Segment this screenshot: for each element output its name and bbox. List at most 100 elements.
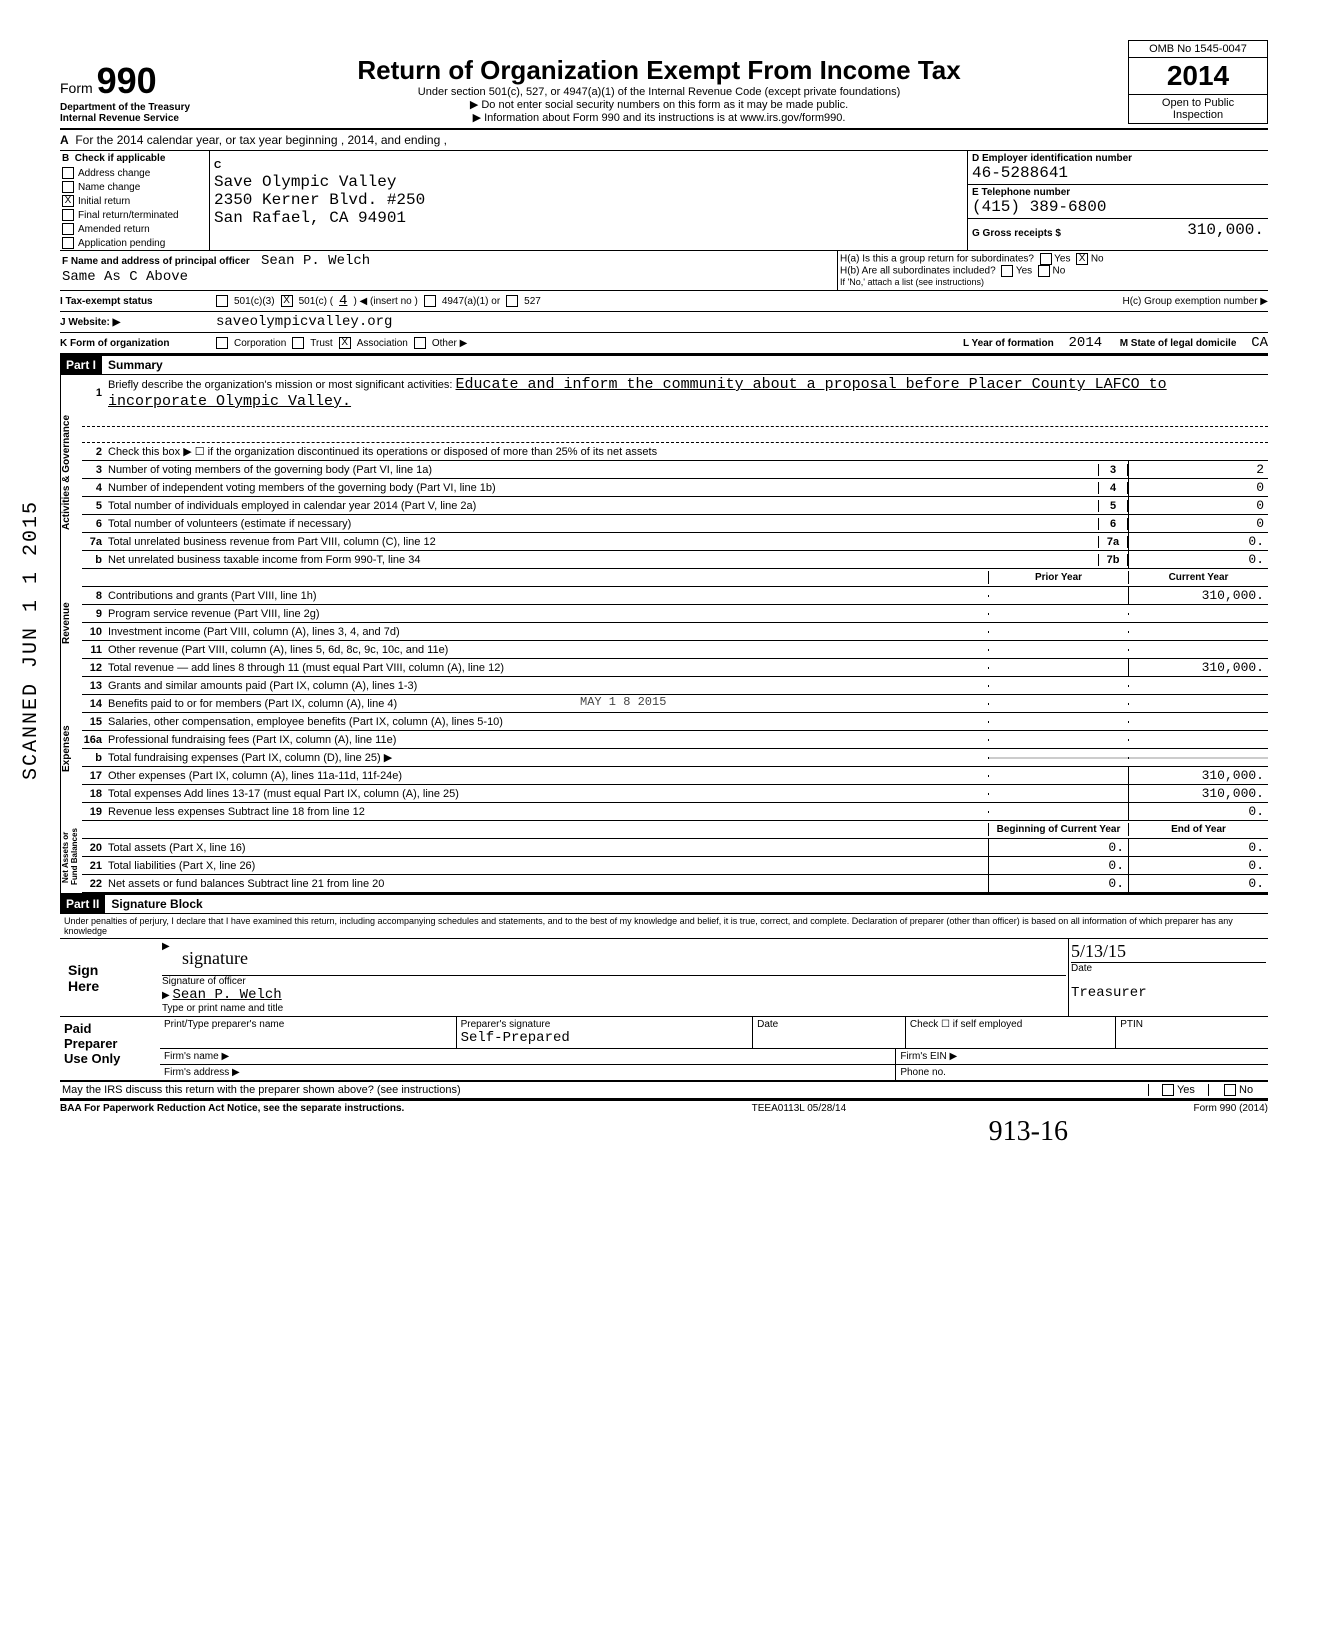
discuss-yes-checkbox[interactable]: [1162, 1084, 1174, 1096]
sidebar-governance: Activities & Governance: [60, 375, 82, 569]
corp-checkbox[interactable]: [216, 337, 228, 349]
ha-no-checkbox[interactable]: X: [1076, 253, 1088, 265]
line-8-text: Contributions and grants (Part VIII, lin…: [106, 589, 988, 603]
cb-final-return-terminated[interactable]: [62, 209, 74, 221]
state-domicile: CA: [1251, 335, 1268, 351]
other-checkbox[interactable]: [414, 337, 426, 349]
row-a: A For the 2014 calendar year, or tax yea…: [60, 130, 1268, 151]
line-9-text: Program service revenue (Part VIII, line…: [106, 607, 988, 621]
signer-name: Sean P. Welch: [172, 987, 281, 1003]
firm-addr-row: Firm's address ▶: [160, 1065, 896, 1080]
row-f-h: F Name and address of principal officer …: [60, 251, 1268, 291]
line-18-prior: [988, 793, 1128, 795]
sidebar-expenses: Expenses: [60, 677, 82, 821]
line-b-text: Net unrelated business taxable income fr…: [106, 553, 1098, 567]
line-b-value: 0.: [1128, 551, 1268, 568]
sign-here-label: Sign Here: [60, 939, 160, 1016]
prep-col-name: Print/Type preparer's name: [160, 1017, 457, 1048]
cb-application-pending[interactable]: [62, 237, 74, 249]
line-20-text: Total assets (Part X, line 16): [106, 841, 988, 855]
line-16a-prior: [988, 739, 1128, 741]
handwritten-code: 913-16: [989, 1116, 1068, 1147]
right-info-column: D Employer identification number 46-5288…: [968, 151, 1268, 250]
discuss-no-checkbox[interactable]: [1224, 1084, 1236, 1096]
hb-no-checkbox[interactable]: [1038, 265, 1050, 277]
org-addr2: San Rafael, CA 94901: [214, 209, 406, 227]
phone-row: Phone no.: [896, 1065, 1268, 1080]
sidebar-revenue: Revenue: [60, 569, 82, 677]
cb-address-change[interactable]: [62, 167, 74, 179]
line-5-value: 0: [1128, 497, 1268, 514]
line-15-prior: [988, 721, 1128, 723]
form-number: Form 990: [60, 60, 190, 102]
cb-name-change[interactable]: [62, 181, 74, 193]
dept-line: Department of the Treasury Internal Reve…: [60, 102, 190, 124]
website-value: saveolympicvalley.org: [216, 314, 392, 330]
line-22-prior: 0.: [988, 875, 1128, 892]
footer-code: TEEA0113L 05/28/14: [752, 1103, 847, 1114]
line-3-text: Number of voting members of the governin…: [106, 463, 1098, 477]
footer-form: Form 990 (2014): [1194, 1103, 1268, 1114]
assoc-checkbox[interactable]: X: [339, 337, 351, 349]
line-8-current: 310,000.: [1128, 587, 1268, 604]
line-11-text: Other revenue (Part VIII, column (A), li…: [106, 643, 988, 657]
cb-amended-return[interactable]: [62, 223, 74, 235]
officer-name: Sean P. Welch: [261, 253, 370, 269]
line-b-prior: [988, 757, 1128, 759]
form-note2: ▶ Information about Form 990 and its ins…: [210, 111, 1108, 124]
line-3-value: 2: [1128, 461, 1268, 478]
line-19-current: 0.: [1128, 803, 1268, 820]
line-7a-value: 0.: [1128, 533, 1268, 550]
line-b-current: [1128, 757, 1268, 759]
line-17-prior: [988, 775, 1128, 777]
line-22-text: Net assets or fund balances Subtract lin…: [106, 877, 988, 891]
ha-yes-checkbox[interactable]: [1040, 253, 1052, 265]
501c3-checkbox[interactable]: [216, 295, 228, 307]
irs-discuss-text: May the IRS discuss this return with the…: [60, 1083, 1148, 1097]
hb-yes-checkbox[interactable]: [1001, 265, 1013, 277]
line-21-prior: 0.: [988, 857, 1128, 874]
501c-checkbox[interactable]: X: [281, 295, 293, 307]
line-19-prior: [988, 811, 1128, 813]
signature-line[interactable]: signature: [162, 952, 1066, 976]
cb-initial-return[interactable]: X: [62, 195, 74, 207]
line-17-current: 310,000.: [1128, 767, 1268, 784]
line-4-value: 0: [1128, 479, 1268, 496]
line-12-current: 310,000.: [1128, 659, 1268, 676]
part1-header: Part I: [60, 356, 102, 374]
line-18-current: 310,000.: [1128, 785, 1268, 802]
tax-year: 2014: [1129, 58, 1267, 94]
line-21-current: 0.: [1128, 857, 1268, 874]
self-prepared: Self-Prepared: [461, 1030, 570, 1046]
end-year-header: End of Year: [1128, 823, 1268, 836]
prep-col-self: Check ☐ if self employed: [906, 1017, 1116, 1048]
line2-text: Check this box ▶ ☐ if the organization d…: [106, 444, 1268, 459]
footer-baa: BAA For Paperwork Reduction Act Notice, …: [60, 1103, 404, 1114]
row-j: J Website: ▶ saveolympicvalley.org: [60, 312, 1268, 333]
line-4-text: Number of independent voting members of …: [106, 481, 1098, 495]
line-9-prior: [988, 613, 1128, 615]
prep-col-sig: Preparer's signature Self-Prepared: [457, 1017, 754, 1048]
line-6-text: Total number of volunteers (estimate if …: [106, 517, 1098, 531]
phone-value: (415) 389-6800: [972, 198, 1264, 216]
527-checkbox[interactable]: [506, 295, 518, 307]
part1-title: Summary: [102, 356, 1268, 374]
paid-preparer-label: Paid Preparer Use Only: [60, 1017, 160, 1080]
line-b-text: Total fundraising expenses (Part IX, col…: [106, 750, 988, 765]
4947-checkbox[interactable]: [424, 295, 436, 307]
org-name: Save Olympic Valley: [214, 173, 396, 191]
line-12-text: Total revenue — add lines 8 through 11 (…: [106, 661, 988, 675]
prep-col-ptin: PTIN: [1116, 1017, 1268, 1048]
beg-year-header: Beginning of Current Year: [988, 823, 1128, 836]
firm-name-row: Firm's name ▶: [160, 1049, 896, 1064]
line-16a-current: [1128, 739, 1268, 741]
line-22-current: 0.: [1128, 875, 1268, 892]
line-19-text: Revenue less expenses Subtract line 18 f…: [106, 805, 988, 819]
line-15-current: [1128, 721, 1268, 723]
form-title: Return of Organization Exempt From Incom…: [210, 55, 1108, 86]
open-public: Open to Public Inspection: [1129, 94, 1267, 123]
trust-checkbox[interactable]: [292, 337, 304, 349]
line-6-value: 0: [1128, 515, 1268, 532]
line-10-text: Investment income (Part VIII, column (A)…: [106, 625, 988, 639]
line-13-prior: [988, 685, 1128, 687]
